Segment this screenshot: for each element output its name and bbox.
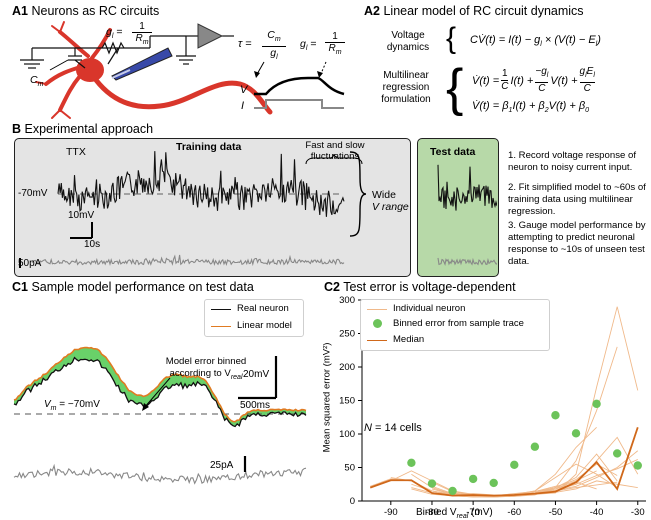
real-neuron-trace bbox=[13, 356, 307, 428]
electrode-icon bbox=[111, 47, 173, 81]
x-tick-label: -50 bbox=[549, 507, 563, 518]
test-data-label: Test data bbox=[430, 146, 476, 158]
minus70-label: -70mV bbox=[18, 188, 48, 199]
scale-20mv: 20mV bbox=[243, 369, 270, 380]
brace-1: { bbox=[446, 22, 457, 55]
amplifier-icon bbox=[197, 23, 224, 49]
c1-trace-plot bbox=[13, 346, 307, 485]
y-tick-label: 0 bbox=[350, 496, 355, 507]
y-tick-label: 300 bbox=[339, 295, 355, 306]
scale-25pa: 25pA bbox=[210, 460, 234, 471]
step-3: 3. Gauge model performance by attempting… bbox=[508, 220, 646, 267]
panel-c2-title: C2 Test error is voltage-dependent bbox=[324, 280, 516, 294]
test-data-box bbox=[417, 138, 499, 277]
c1-legend: Real neuron Linear model bbox=[204, 299, 304, 337]
legend-individual: Individual neuron bbox=[393, 303, 466, 314]
test-current-trace bbox=[437, 257, 497, 266]
legend-real-neuron: Real neuron bbox=[237, 303, 289, 314]
panel-a1-title: A1 Neurons as RC circuits bbox=[12, 4, 160, 18]
wide-v-range-label: Wide V range bbox=[372, 189, 409, 213]
gl-label: gl = bbox=[106, 26, 123, 41]
binned-error-point bbox=[427, 479, 437, 488]
linear-model-trace bbox=[13, 346, 307, 423]
tau-fraction: Cm gl bbox=[262, 29, 286, 64]
individual-neuron-line bbox=[431, 450, 639, 497]
c2-ylabel: Mean squared error (mV²) bbox=[321, 342, 333, 453]
binned-error-point bbox=[489, 478, 498, 488]
panel-c1-title: C1 Sample model performance on test data bbox=[12, 280, 254, 294]
test-voltage-trace bbox=[437, 164, 497, 211]
equation-voltage: CV̇(t) = I(t) − gl × (V(t) − El) bbox=[470, 34, 601, 49]
rc-circuit-illustration bbox=[20, 21, 273, 119]
v-label: V bbox=[240, 84, 248, 96]
y-tick-label: 100 bbox=[339, 429, 355, 440]
gl2-label: gl = bbox=[300, 38, 317, 53]
binned-error-point bbox=[612, 449, 622, 458]
panel-b-traces bbox=[19, 151, 497, 268]
scale-500ms: 500ms bbox=[240, 400, 271, 411]
c2-legend: Individual neuron Binned error from samp… bbox=[360, 299, 550, 351]
x-tick-label: -70 bbox=[466, 507, 480, 518]
x-tick-label: -90 bbox=[384, 507, 398, 518]
cm-arrow bbox=[49, 59, 69, 71]
binned-error-point bbox=[510, 460, 519, 470]
scale-10mv: 10mV bbox=[68, 210, 95, 221]
model-error-annotation: Model error binned according to Vreal bbox=[165, 356, 247, 381]
scale-10s: 10s bbox=[84, 239, 101, 250]
y-tick-label: 50 bbox=[344, 463, 355, 474]
vm-label: Vm = −70mV bbox=[44, 399, 100, 412]
x-tick-label: -40 bbox=[590, 507, 604, 518]
y-tick-label: 150 bbox=[339, 396, 355, 407]
cm-label: Cm bbox=[30, 74, 44, 89]
n-cells-label: N = 14 cells bbox=[364, 422, 422, 434]
scale-50pa: 50pA bbox=[18, 258, 42, 269]
binned-error-point bbox=[592, 399, 601, 409]
equation-beta: V̇(t) = β1I(t) + β2V(t) + β0 bbox=[472, 100, 590, 115]
fast-slow-label: Fast and slow fluctuations bbox=[305, 140, 365, 162]
brace-2: { bbox=[446, 59, 464, 117]
training-data-label: Training data bbox=[176, 141, 242, 153]
training-current-trace bbox=[31, 254, 345, 267]
y-tick-label: 200 bbox=[339, 362, 355, 373]
binned-error-point bbox=[530, 442, 540, 451]
legend-median: Median bbox=[393, 334, 425, 345]
step-2: 2. Fit simplified model to ~60s of train… bbox=[508, 182, 646, 217]
ttx-label: TTX bbox=[66, 146, 86, 158]
x-tick-label: -30 bbox=[631, 507, 645, 518]
c2-error-chart: 0 50 100 150 200 250 300 -90 -80 -70 -60 -50 -40 -30 bbox=[339, 295, 646, 518]
c1-current-trace bbox=[13, 463, 307, 485]
step-1: 1. Record voltage response of neuron to … bbox=[508, 150, 636, 173]
circuit-wires bbox=[20, 35, 234, 69]
panel-b-title: B Experimental approach bbox=[12, 122, 154, 136]
soma-icon bbox=[76, 58, 104, 82]
tau-label: τ = bbox=[238, 38, 252, 50]
binned-error-point bbox=[448, 486, 457, 496]
binned-error-point bbox=[551, 411, 560, 420]
binned-error-point bbox=[571, 429, 581, 438]
panel-a2-title: A2 Linear model of RC circuit dynamics bbox=[364, 4, 584, 18]
binned-error-point bbox=[407, 458, 416, 468]
voltage-dynamics-label: Voltage dynamics bbox=[386, 30, 430, 53]
i-label: I bbox=[241, 100, 245, 112]
training-voltage-trace bbox=[57, 151, 345, 217]
x-tick-label: -60 bbox=[507, 507, 521, 518]
median-line bbox=[369, 427, 639, 497]
gl2-fraction: 1 Rm bbox=[325, 31, 345, 58]
model-error-fill bbox=[14, 347, 306, 427]
x-tick-label: -80 bbox=[425, 507, 439, 518]
legend-linear-model: Linear model bbox=[237, 320, 292, 331]
binned-error-point bbox=[633, 461, 642, 470]
binned-error-point bbox=[468, 474, 478, 484]
gl-fraction: 1 Rm bbox=[132, 21, 152, 48]
individual-neuron-line bbox=[431, 453, 618, 497]
c2-xlabel: Binned Vreal (mV) bbox=[416, 507, 493, 520]
y-tick-label: 250 bbox=[339, 329, 355, 340]
mlr-label: Multilinear regression formulation bbox=[381, 70, 431, 105]
legend-binned: Binned error from sample trace bbox=[393, 318, 524, 329]
rc-response-sketch bbox=[254, 61, 345, 109]
